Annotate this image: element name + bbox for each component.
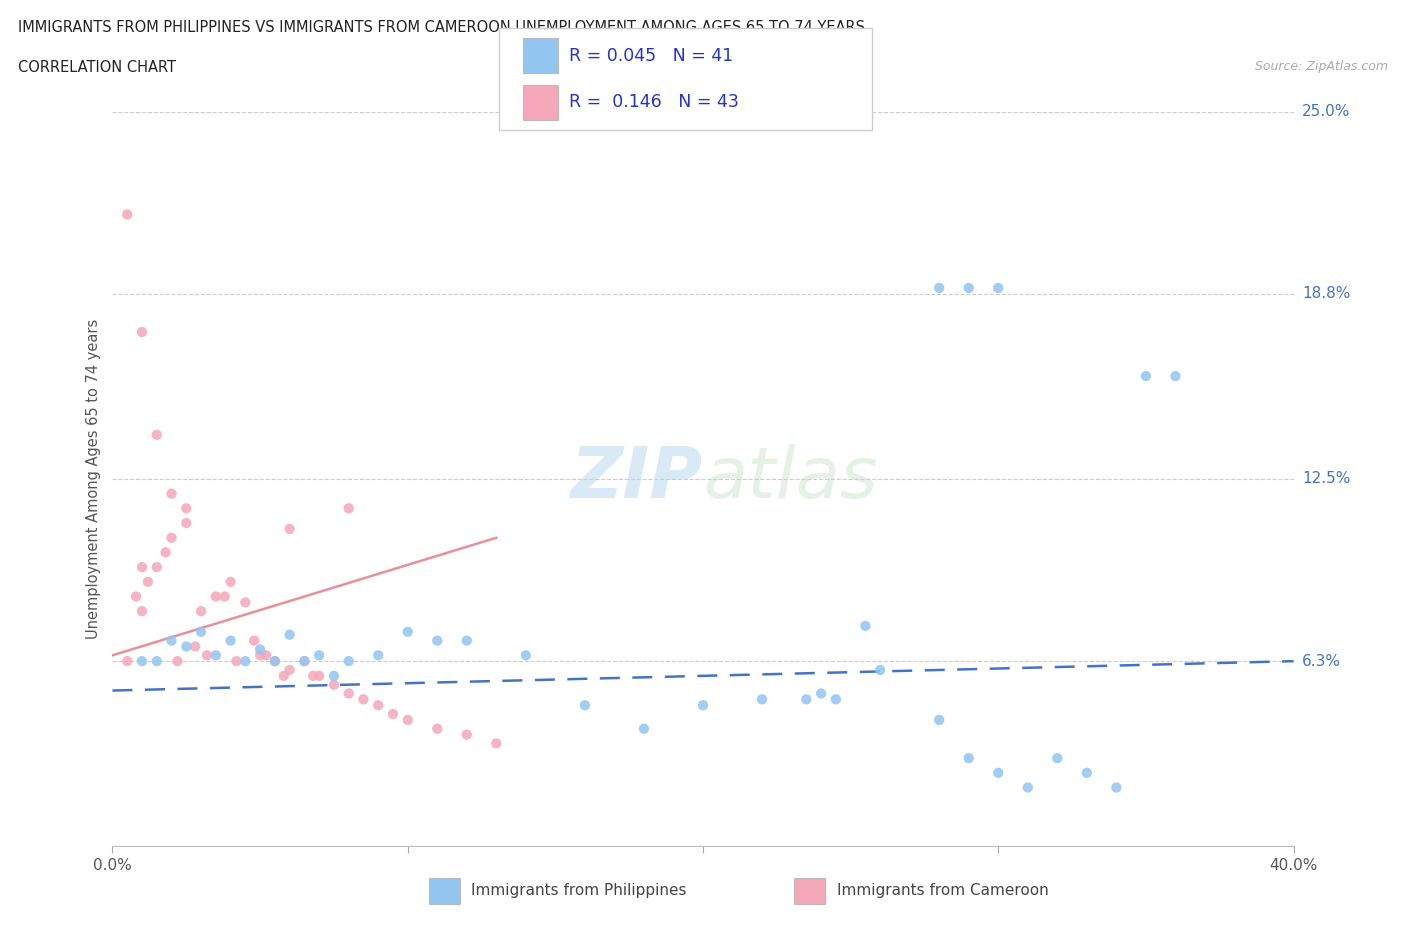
Point [233, 654, 256, 669]
Point [278, 662, 301, 677]
Point [302, 669, 325, 684]
Point [160, 486, 183, 501]
Point [323, 669, 346, 684]
Text: 25.0%: 25.0% [1302, 104, 1350, 119]
Point [1105, 780, 1128, 795]
Point [174, 639, 197, 654]
Point [225, 654, 247, 669]
Text: atlas: atlas [703, 445, 877, 513]
Point [219, 633, 242, 648]
Point [308, 648, 330, 663]
Point [396, 624, 419, 639]
Text: Source: ZipAtlas.com: Source: ZipAtlas.com [1254, 60, 1388, 73]
Point [485, 736, 508, 751]
Point [292, 654, 315, 669]
Point [426, 633, 449, 648]
Point [136, 575, 159, 590]
Point [824, 692, 846, 707]
Point [1135, 368, 1157, 383]
Text: 18.8%: 18.8% [1302, 286, 1350, 301]
Point [117, 654, 138, 669]
Point [146, 654, 169, 669]
Point [337, 686, 360, 701]
Point [751, 692, 773, 707]
Point [928, 281, 950, 296]
Text: R =  0.146   N = 43: R = 0.146 N = 43 [569, 93, 740, 112]
Point [456, 727, 478, 742]
Y-axis label: Unemployment Among Ages 65 to 74 years: Unemployment Among Ages 65 to 74 years [86, 319, 101, 639]
Point [692, 698, 714, 712]
Point [1017, 780, 1039, 795]
Point [810, 686, 832, 701]
Point [146, 428, 169, 443]
Point [205, 589, 228, 604]
Point [264, 654, 287, 669]
Point [456, 633, 478, 648]
Point [367, 698, 389, 712]
Point [264, 654, 287, 669]
Point [125, 589, 148, 604]
Text: Immigrants from Cameroon: Immigrants from Cameroon [837, 884, 1049, 898]
Point [131, 325, 153, 339]
Point [515, 648, 537, 663]
Point [308, 669, 330, 684]
Point [160, 633, 183, 648]
Point [174, 501, 197, 516]
Point [174, 515, 197, 530]
Point [928, 712, 950, 727]
Point [190, 624, 212, 639]
Point [184, 639, 207, 654]
Text: Immigrants from Philippines: Immigrants from Philippines [471, 884, 686, 898]
Point [869, 662, 891, 677]
Point [796, 692, 818, 707]
Point [633, 722, 655, 737]
Point [254, 648, 277, 663]
Point [233, 595, 256, 610]
Text: R = 0.045   N = 41: R = 0.045 N = 41 [569, 46, 734, 65]
Point [987, 281, 1010, 296]
Point [243, 633, 266, 648]
Point [155, 545, 177, 560]
Point [1164, 368, 1187, 383]
Point [190, 604, 212, 618]
Point [166, 654, 188, 669]
Text: 6.3%: 6.3% [1302, 654, 1341, 669]
Point [278, 522, 301, 537]
Text: 12.5%: 12.5% [1302, 472, 1350, 486]
Point [273, 669, 295, 684]
Point [292, 654, 315, 669]
Point [987, 765, 1010, 780]
Point [323, 677, 346, 692]
Point [249, 642, 271, 657]
Point [249, 648, 271, 663]
Point [337, 654, 360, 669]
Point [1076, 765, 1098, 780]
Point [131, 654, 153, 669]
Point [337, 501, 360, 516]
Point [117, 207, 138, 222]
Text: CORRELATION CHART: CORRELATION CHART [18, 60, 176, 75]
Point [352, 692, 374, 707]
Point [1046, 751, 1069, 765]
Point [131, 604, 153, 618]
Point [146, 560, 169, 575]
Point [426, 722, 449, 737]
Point [195, 648, 218, 663]
Point [574, 698, 596, 712]
Text: IMMIGRANTS FROM PHILIPPINES VS IMMIGRANTS FROM CAMEROON UNEMPLOYMENT AMONG AGES : IMMIGRANTS FROM PHILIPPINES VS IMMIGRANT… [18, 20, 865, 35]
Point [382, 707, 405, 722]
Point [957, 281, 980, 296]
Point [219, 575, 242, 590]
Point [278, 627, 301, 642]
Point [855, 618, 877, 633]
Point [160, 530, 183, 545]
Text: ZIP: ZIP [571, 445, 703, 513]
Point [957, 751, 980, 765]
Point [214, 589, 236, 604]
Point [367, 648, 389, 663]
Point [131, 560, 153, 575]
Point [205, 648, 228, 663]
Point [396, 712, 419, 727]
